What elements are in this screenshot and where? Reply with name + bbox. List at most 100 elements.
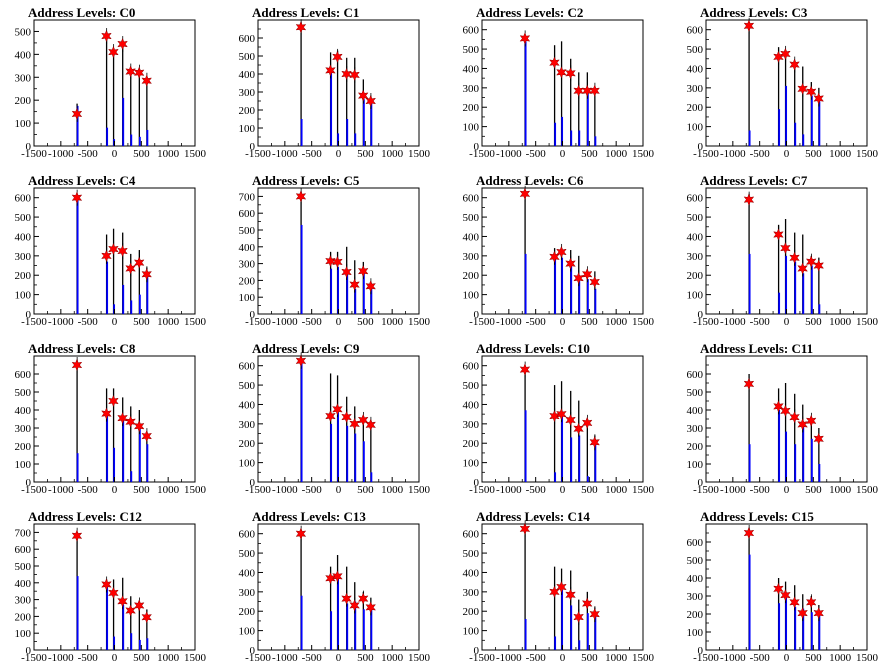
x-tick-label: -1500 (245, 652, 271, 664)
y-tick-label: 600 (463, 361, 480, 373)
bar-total (112, 228, 115, 314)
x-tick-label: -1000 (720, 148, 746, 160)
marker-star (108, 242, 119, 256)
chart-panel-0: Address Levels: C0 0 100 200 300 400 500 -1500-… (0, 0, 224, 168)
marker-star (101, 407, 112, 420)
chart-title: Address Levels: C1 (252, 5, 360, 20)
bar-blue (130, 134, 133, 146)
x-tick-label: -500 (302, 652, 323, 664)
bar-blue (748, 130, 751, 146)
x-tick-label: 1500 (184, 148, 207, 160)
bar-total (336, 50, 339, 146)
bar-blue (346, 270, 349, 314)
marker-star (365, 601, 377, 614)
x-tick-label: 500 (357, 652, 374, 664)
y-tick-label: 0 (250, 477, 256, 489)
chart-panel-10: Address Levels: C10 0 100 200 300 400 500 600 -1… (448, 336, 672, 504)
y-tick-label: 0 (698, 477, 704, 489)
x-tick-label: -1500 (469, 652, 495, 664)
chart-title: Address Levels: C3 (700, 5, 808, 20)
x-tick-label: 0 (784, 484, 790, 496)
bar-blue (106, 413, 109, 482)
x-tick-label: -500 (750, 652, 771, 664)
bar-blue (146, 444, 149, 482)
bar-blue (122, 417, 125, 482)
chart-panel-4: Address Levels: C4 0 100 200 300 400 500 600 -15… (0, 168, 224, 336)
y-tick-label: 0 (26, 477, 32, 489)
marker-star (573, 610, 584, 624)
chart-panel-8: Address Levels: C8 0 100 200 300 400 500 600 -15… (0, 336, 224, 504)
y-tick-label: 600 (15, 544, 32, 556)
x-tick-label: 1000 (605, 652, 628, 664)
x-tick-label: -1000 (48, 484, 74, 496)
y-tick-label: 100 (15, 628, 32, 640)
x-tick-label: -1500 (21, 316, 47, 328)
y-tick-label: 0 (250, 309, 256, 321)
y-tick-label: 400 (239, 399, 256, 411)
bar-blue (586, 476, 589, 482)
marker-star (519, 32, 531, 45)
chart-plot: 0 100 200 300 400 500 600 -1500 -1000 -500 0 500 100… (15, 355, 207, 496)
x-tick-label: -1000 (496, 652, 522, 664)
y-tick-label: 500 (687, 387, 704, 399)
y-tick-label: 0 (474, 141, 480, 153)
bar-blue (330, 423, 333, 482)
bar-blue (818, 612, 821, 650)
y-tick-label: 300 (463, 251, 480, 263)
chart-plot: 0 100 200 300 400 500 600 -1500 -1000 -500 0 500 100… (239, 19, 431, 160)
bar-blue (594, 443, 597, 482)
bar-total (105, 31, 108, 147)
marker-star (71, 107, 83, 121)
bar-blue (337, 412, 340, 482)
marker-star (133, 66, 145, 79)
chart-plot: 0 100 200 300 400 500 600 -1500 -1000 -500 0 500 100… (687, 355, 879, 496)
chart-plot: 0 100 200 300 400 500 600 -1500 -1000 -500 0 500 100… (687, 187, 879, 328)
bar-total (329, 566, 332, 650)
bar-total (748, 21, 750, 146)
plot-frame (33, 523, 196, 651)
x-tick-label: -500 (526, 148, 547, 160)
marker-star (357, 264, 369, 278)
marker-star (589, 275, 601, 289)
y-tick-label: 500 (463, 44, 480, 56)
bar-blue (362, 99, 365, 146)
y-tick-label: 100 (239, 458, 256, 470)
x-tick-label: 0 (784, 652, 790, 664)
marker-star (101, 29, 112, 43)
x-tick-label: 500 (357, 484, 374, 496)
marker-star (341, 410, 352, 424)
x-tick-label: 1000 (157, 316, 180, 328)
bar-total (138, 604, 140, 650)
y-tick-label: 500 (15, 26, 32, 38)
x-tick-label: 1000 (829, 652, 852, 664)
marker-star (556, 407, 567, 421)
y-tick-label: 600 (687, 193, 704, 205)
y-tick-label: 100 (239, 626, 256, 638)
bar-blue (794, 606, 797, 650)
bar-blue (778, 410, 781, 482)
marker-star (357, 592, 369, 605)
chart-panel-15: Address Levels: C15 0 100 200 300 400 500 600 -1… (672, 504, 896, 672)
bar-blue (337, 266, 340, 314)
bar-total (122, 232, 124, 314)
y-tick-label: 300 (463, 587, 480, 599)
x-tick-label: -500 (302, 484, 323, 496)
marker-star (141, 611, 153, 624)
bar-blue (778, 603, 781, 650)
y-tick-label: 400 (239, 242, 256, 254)
marker-star (581, 416, 593, 430)
x-tick-label: -500 (302, 148, 323, 160)
bar-blue (810, 438, 813, 482)
x-tick-label: -1500 (693, 316, 719, 328)
marker-star (332, 570, 343, 583)
x-tick-label: 0 (560, 316, 566, 328)
y-tick-label: 100 (15, 290, 32, 302)
y-tick-label: 500 (463, 548, 480, 560)
bar-blue (578, 640, 581, 650)
bar-blue (330, 611, 333, 650)
bar-blue (146, 129, 149, 146)
chart-title: Address Levels: C5 (252, 173, 360, 188)
marker-star (813, 92, 825, 105)
x-tick-label: -1500 (469, 484, 495, 496)
